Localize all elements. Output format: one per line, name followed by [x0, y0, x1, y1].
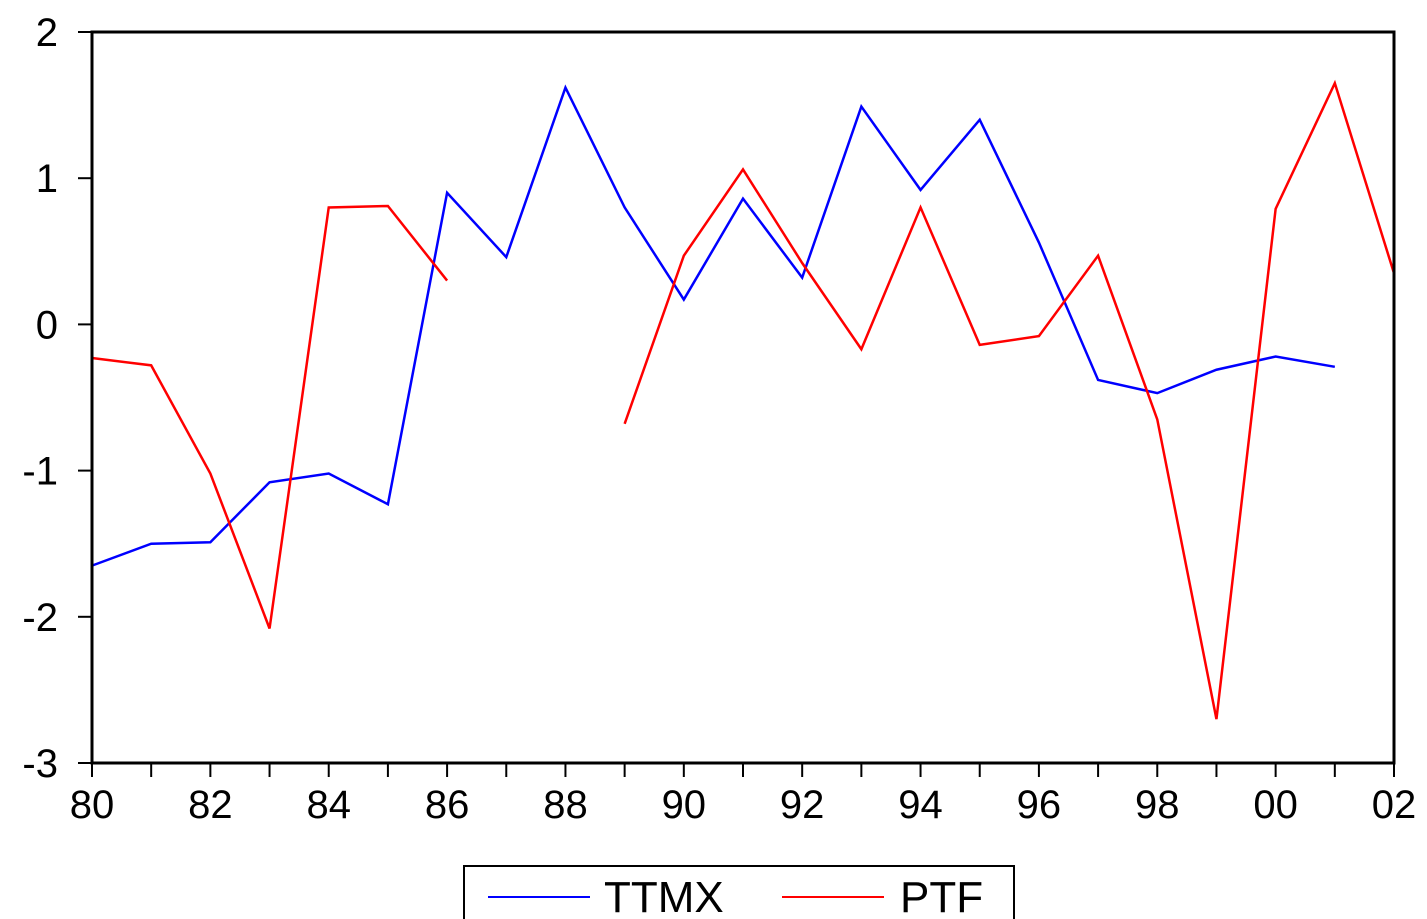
y-tick-label: -2	[22, 596, 58, 640]
series-line-ttmx	[91, 84, 1336, 567]
plot-frame	[90, 30, 1396, 765]
legend-label-ptf: PTF	[900, 873, 983, 919]
legend-box	[463, 865, 1015, 919]
x-tick-label: 86	[425, 783, 470, 827]
x-tick-label: 02	[1372, 783, 1417, 827]
y-tick-label: -1	[22, 450, 58, 494]
x-tick-label: 82	[188, 783, 233, 827]
x-tick-label: 80	[70, 783, 115, 827]
y-tick-label: -3	[22, 742, 58, 786]
x-tick-label: 84	[306, 783, 351, 827]
x-tick-label: 98	[1135, 783, 1180, 827]
x-tick-label: 90	[662, 783, 707, 827]
series-line-ptf	[91, 79, 1396, 720]
legend: TTMX PTF	[463, 865, 1015, 919]
series-lines	[91, 79, 1396, 720]
x-tick-label: 92	[780, 783, 825, 827]
y-tick-label: 0	[36, 303, 58, 347]
y-tick-label: 1	[36, 157, 58, 201]
x-axis: 80 82 84 86 88 90 92 94 96 98 00 02	[70, 763, 1417, 827]
y-axis: 2 1 0 -1 -2 -3	[22, 11, 92, 786]
x-tick-label: 96	[1017, 783, 1062, 827]
x-tick-label: 94	[898, 783, 943, 827]
y-tick-label: 2	[36, 11, 58, 55]
x-tick-label: 88	[543, 783, 588, 827]
x-tick-label: 00	[1253, 783, 1298, 827]
legend-label-ttmx: TTMX	[604, 873, 724, 919]
